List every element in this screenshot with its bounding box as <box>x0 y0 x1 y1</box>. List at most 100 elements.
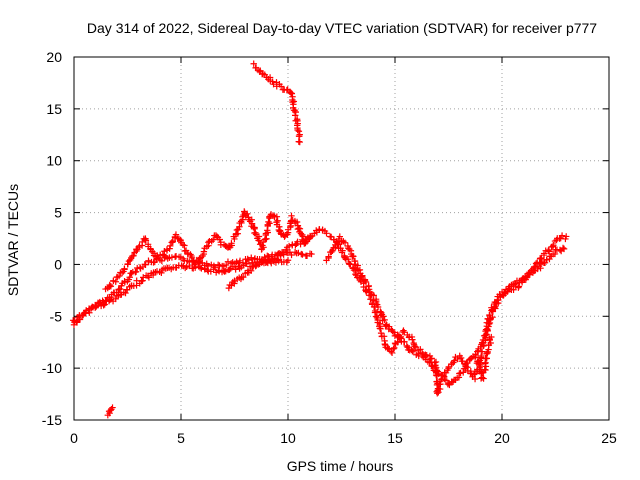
data-point <box>423 352 430 359</box>
data-point <box>277 83 285 90</box>
data-point <box>385 325 392 333</box>
data-point <box>397 333 405 341</box>
data-point <box>240 273 247 281</box>
data-point <box>558 232 566 239</box>
data-point <box>409 348 416 355</box>
data-point <box>295 132 303 140</box>
data-point <box>273 213 281 220</box>
data-point <box>244 210 251 218</box>
data-point <box>204 262 212 270</box>
data-point <box>244 255 251 263</box>
data-point <box>481 360 489 367</box>
data-point <box>196 255 203 262</box>
data-point <box>486 336 493 344</box>
data-point <box>106 281 113 289</box>
data-point <box>377 329 385 337</box>
data-point <box>128 269 135 277</box>
data-point <box>543 256 550 263</box>
data-point <box>125 257 133 265</box>
data-point <box>291 248 299 256</box>
data-point <box>250 263 257 270</box>
data-point <box>214 261 222 268</box>
data-point <box>388 349 396 357</box>
data-point <box>126 274 133 281</box>
data-point <box>294 126 301 134</box>
data-point <box>485 320 492 327</box>
data-point <box>276 227 284 234</box>
x-axis-title: GPS time / hours <box>287 458 394 474</box>
data-point <box>350 266 358 274</box>
data-point <box>299 251 306 258</box>
data-point <box>339 247 346 254</box>
data-point <box>118 269 126 277</box>
data-point <box>381 316 388 324</box>
data-point <box>418 349 426 357</box>
data-point <box>73 317 81 325</box>
data-point <box>275 257 282 264</box>
data-point <box>196 264 204 271</box>
data-point <box>248 254 255 261</box>
series-arc-isolated-low <box>104 404 116 419</box>
data-point <box>482 326 490 333</box>
data-point <box>384 345 392 352</box>
grid <box>74 57 609 420</box>
data-point <box>273 251 281 259</box>
data-point <box>254 261 262 268</box>
data-point <box>390 329 398 336</box>
data-point <box>478 348 486 355</box>
data-point <box>380 313 387 320</box>
data-point <box>169 238 176 246</box>
data-point <box>266 256 273 264</box>
x-tick-label: 5 <box>177 430 185 446</box>
data-point <box>287 89 295 97</box>
data-point <box>306 235 313 242</box>
data-point <box>350 253 357 260</box>
data-point <box>116 285 124 293</box>
data-point <box>288 90 296 97</box>
data-point <box>451 357 458 364</box>
data-point <box>396 334 403 342</box>
data-point <box>401 338 408 345</box>
data-point <box>265 218 272 226</box>
data-point <box>563 233 570 240</box>
data-point <box>233 258 240 265</box>
data-point <box>249 263 256 271</box>
plot-frame <box>73 56 610 421</box>
data-point <box>232 266 239 273</box>
data-point <box>336 233 343 240</box>
data-point <box>373 309 381 316</box>
data-point <box>112 295 119 303</box>
data-marks <box>69 60 570 419</box>
data-point <box>390 345 397 352</box>
data-point <box>172 231 180 238</box>
x-tick-label: 20 <box>494 430 510 446</box>
data-point <box>109 404 116 411</box>
data-point <box>532 260 540 267</box>
data-point <box>475 361 482 368</box>
series-arc-decline <box>323 233 568 389</box>
data-point <box>293 218 301 226</box>
data-point <box>139 277 146 284</box>
data-point <box>323 230 330 237</box>
data-point <box>112 278 119 285</box>
x-tick-label: 15 <box>387 430 403 446</box>
data-point <box>296 138 303 146</box>
data-point <box>460 369 467 376</box>
data-point <box>496 292 504 300</box>
data-point <box>200 248 208 255</box>
data-point <box>488 333 495 341</box>
data-point <box>259 242 266 249</box>
data-point <box>288 251 295 259</box>
data-point <box>341 239 349 246</box>
data-point <box>559 244 567 252</box>
data-point <box>411 343 418 350</box>
data-point <box>80 310 88 317</box>
data-point <box>205 239 212 246</box>
data-point <box>181 242 188 249</box>
data-point <box>334 240 341 247</box>
series-arc-decline-b <box>326 232 570 397</box>
data-point <box>367 296 374 303</box>
data-point <box>389 328 396 335</box>
data-point <box>308 250 315 258</box>
